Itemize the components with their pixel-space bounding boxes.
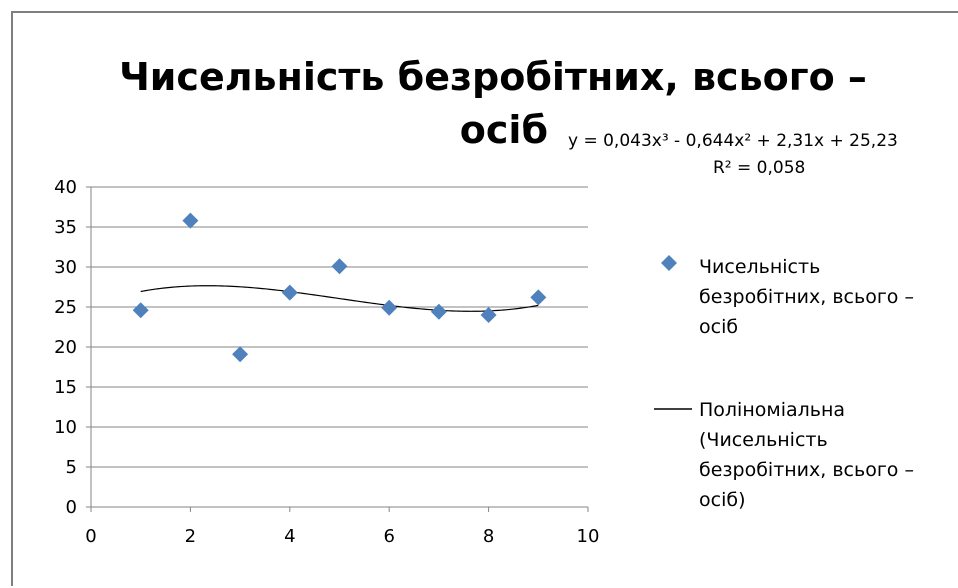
y-tick-label: 5 — [66, 457, 77, 478]
trendline-r-squared: R² = 0,058 — [713, 158, 805, 178]
legend-series-label-line-2: безробітних, всього – — [699, 286, 914, 308]
x-tick-labels: 0 2 4 6 8 10 — [85, 507, 599, 547]
grid-lines — [91, 186, 588, 468]
x-tick-label: 4 — [284, 526, 295, 547]
y-tick-label: 35 — [54, 217, 77, 238]
chart-area: 0 5 10 15 20 25 30 35 40 0 2 4 6 8 10 Чисельність без… — [11, 11, 958, 586]
data-point-diamond — [430, 303, 447, 320]
y-tick-label: 0 — [66, 497, 77, 518]
y-tick-label: 25 — [54, 297, 77, 318]
y-tick-label: 30 — [54, 257, 77, 278]
data-point-diamond — [132, 302, 149, 319]
legend-trendline-label-line-3: безробітних, всього – — [699, 459, 914, 481]
chart-title-line-1: Чисельність безробітних, всього – — [119, 55, 867, 99]
legend-trendline-label-line-4: осіб) — [699, 489, 745, 511]
data-point-diamond — [281, 284, 298, 301]
legend-series-label-line-3: осіб — [699, 316, 738, 338]
y-tick-label: 10 — [54, 417, 77, 438]
y-tick-labels: 0 5 10 15 20 25 30 35 40 — [54, 177, 91, 518]
legend: Чисельність безробітних, всього – осіб П… — [654, 255, 914, 511]
x-tick-label: 2 — [185, 526, 196, 547]
legend-marker-diamond-icon — [661, 255, 677, 271]
legend-trendline-label-line-2: (Чисельність — [699, 429, 828, 451]
data-point-diamond — [331, 258, 348, 275]
legend-trendline-label-line-1: Поліноміальна — [699, 399, 845, 421]
x-tick-label: 10 — [577, 526, 600, 547]
y-tick-label: 20 — [54, 337, 77, 358]
data-points — [132, 212, 547, 363]
data-point-diamond — [480, 307, 497, 323]
x-tick-label: 8 — [483, 526, 494, 547]
legend-series-label-line-1: Чисельність — [699, 256, 820, 278]
x-tick-label: 0 — [85, 526, 96, 547]
data-point-diamond — [381, 299, 398, 316]
chart-title-line-2: осіб — [460, 108, 548, 152]
data-point-diamond — [530, 289, 547, 306]
x-tick-label: 6 — [383, 526, 394, 547]
trendline-equation: y = 0,043x³ - 0,644x² + 2,31x + 25,23 — [568, 131, 898, 151]
data-point-diamond — [232, 346, 249, 363]
y-tick-label: 40 — [54, 177, 77, 198]
polynomial-trendline — [140, 285, 539, 312]
chart-svg: 0 5 10 15 20 25 30 35 40 0 2 4 6 8 10 Чисельність без… — [54, 55, 914, 547]
trendline-layer — [140, 285, 539, 312]
y-tick-label: 15 — [54, 377, 77, 398]
data-point-diamond — [182, 212, 199, 229]
